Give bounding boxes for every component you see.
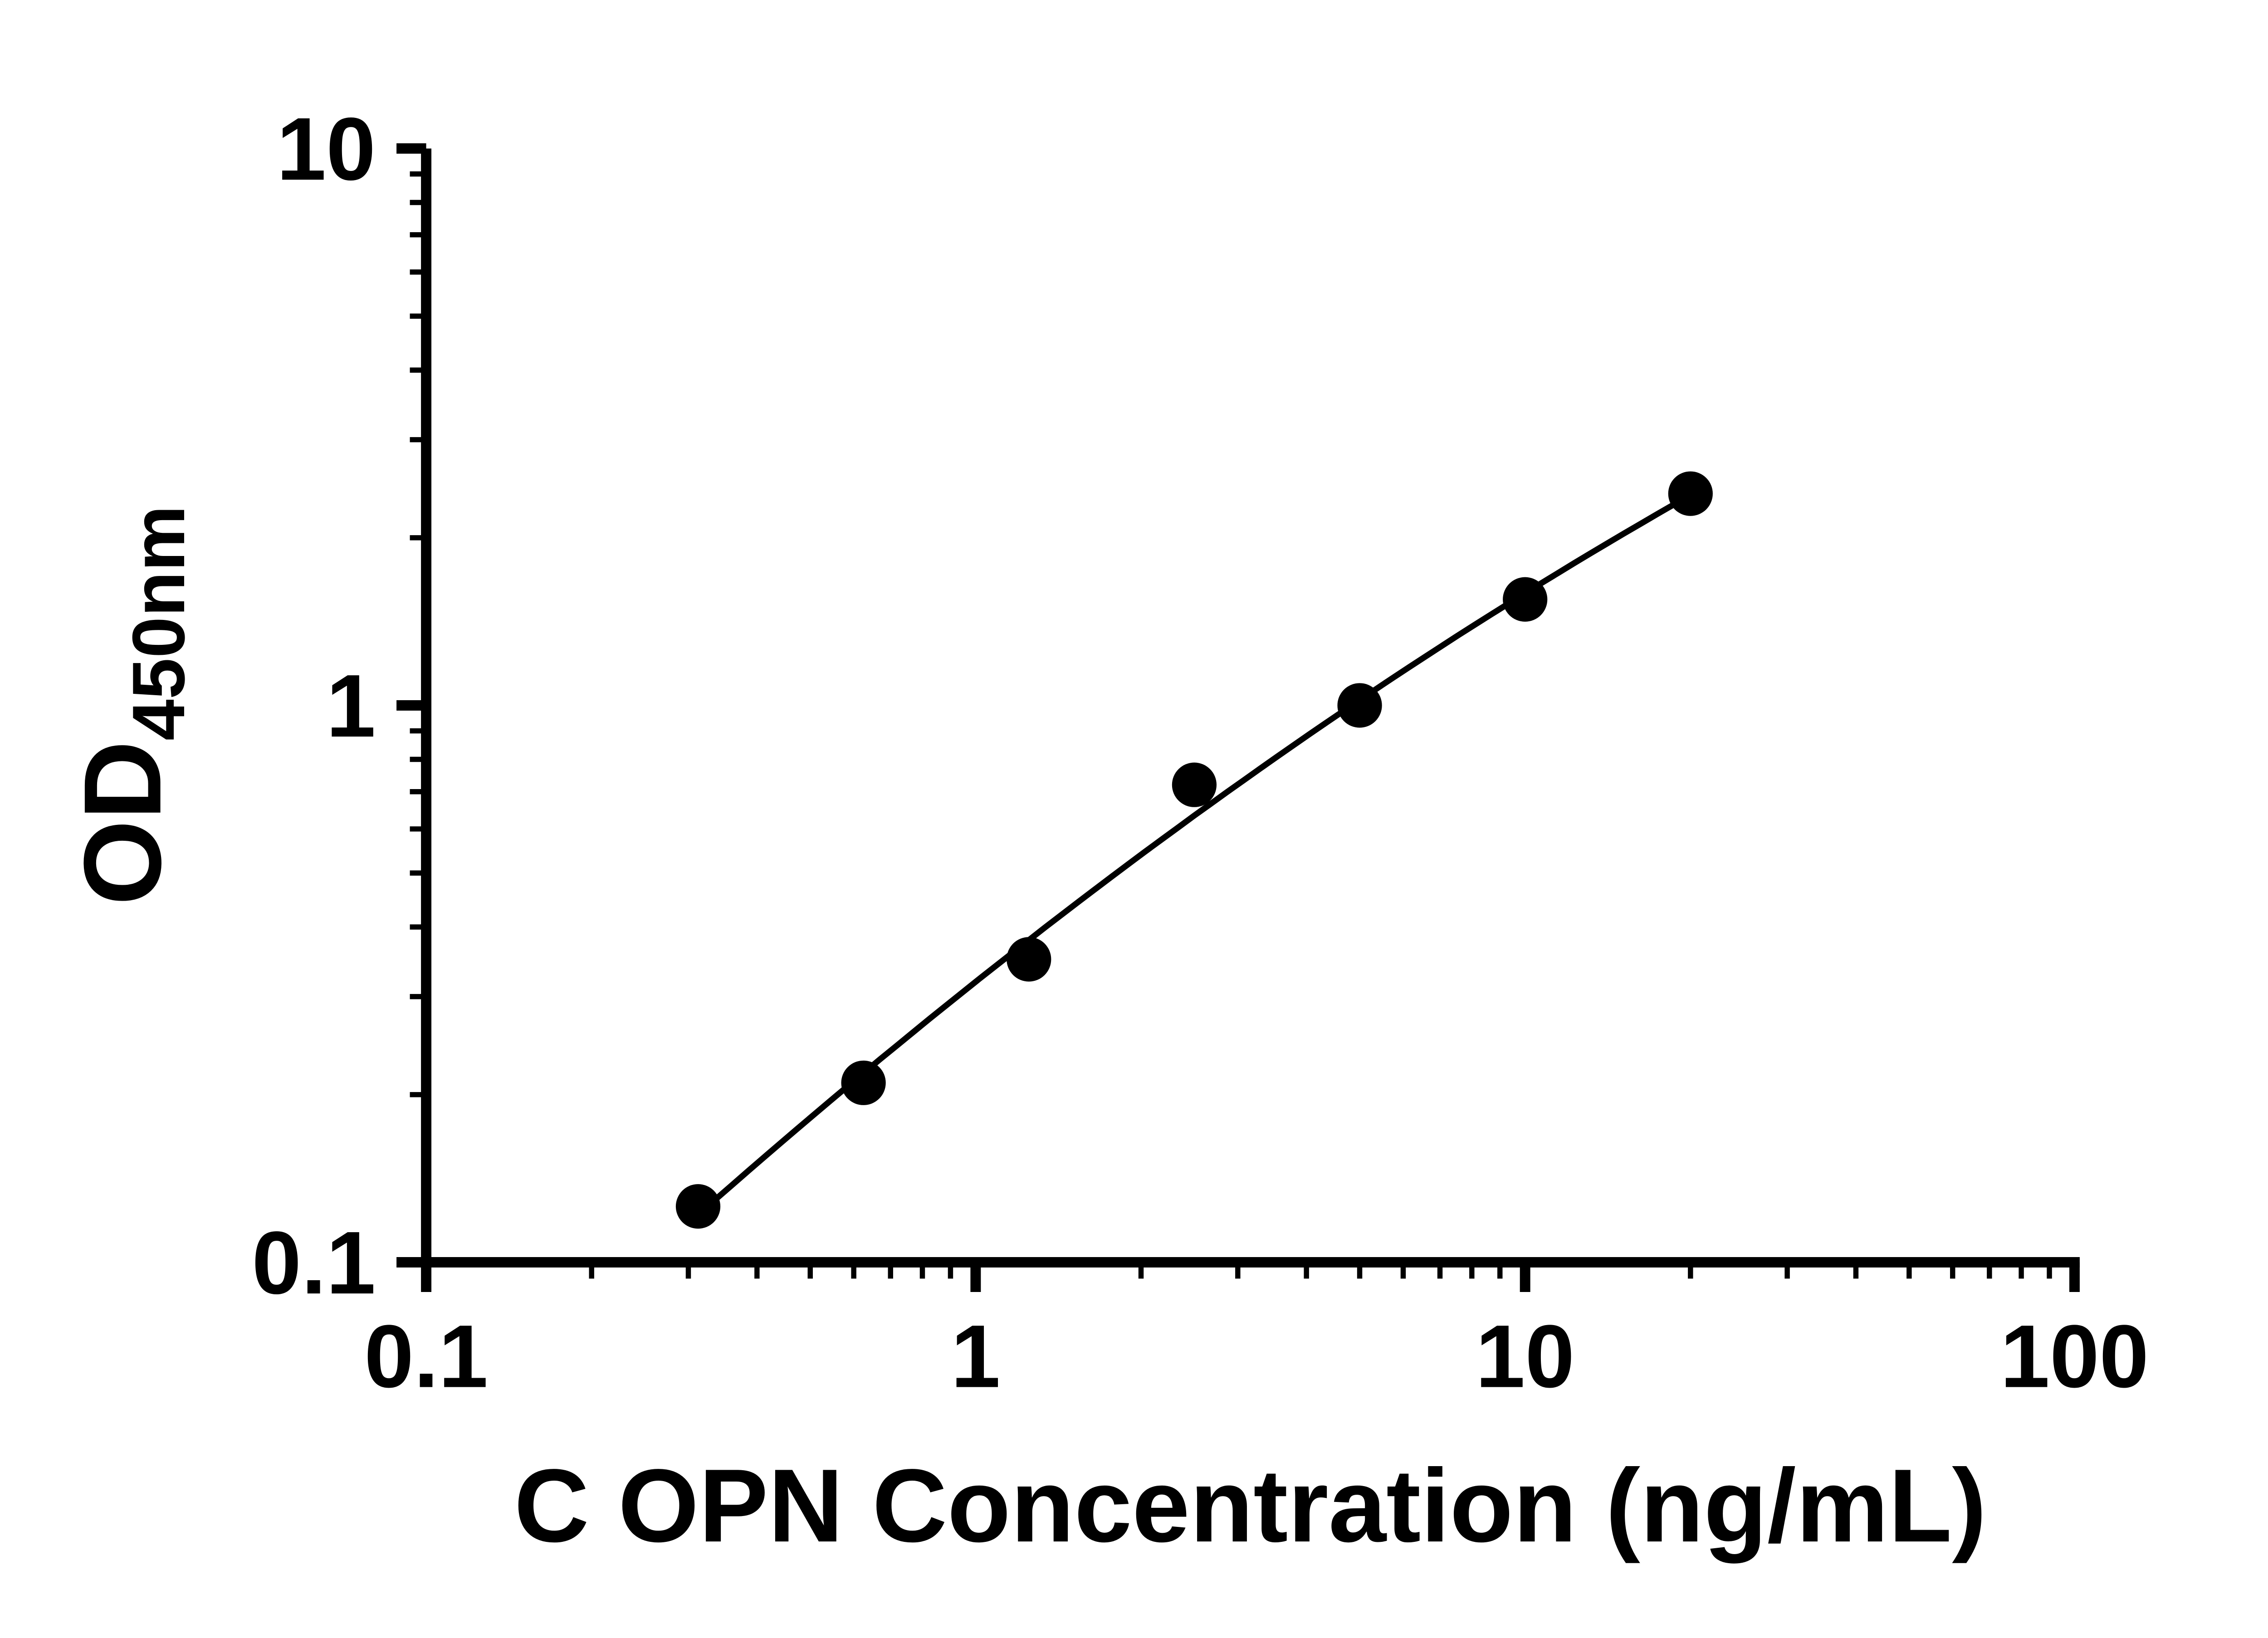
- x-axis-title: C OPN Concentration (ng/mL): [514, 1448, 1986, 1564]
- axes: [421, 148, 2080, 1268]
- data-point-marker: [841, 1060, 886, 1105]
- data-points: [675, 471, 1713, 1229]
- data-point-marker: [1503, 577, 1548, 622]
- data-point-marker: [1007, 937, 1051, 982]
- y-axis-title: OD450nm: [62, 505, 200, 905]
- y-tick-label: 1: [326, 656, 376, 756]
- data-point-marker: [675, 1184, 721, 1229]
- data-point-marker: [1668, 471, 1713, 516]
- x-axis-ticks: 0.1 1 10 100: [364, 1262, 2149, 1406]
- data-point-marker: [1337, 683, 1382, 728]
- y-axis-ticks: 0.1 1 10: [252, 99, 426, 1312]
- y-axis-title-main: OD: [62, 741, 184, 905]
- y-tick-label: 10: [277, 99, 376, 199]
- data-point-marker: [1172, 762, 1217, 807]
- y-tick-label: 0.1: [252, 1213, 376, 1312]
- x-tick-label: 10: [1476, 1306, 1574, 1406]
- y-axis-title-sub: 450nm: [117, 505, 200, 741]
- x-tick-label: 100: [2000, 1306, 2149, 1406]
- x-tick-label: 0.1: [364, 1306, 488, 1406]
- x-tick-label: 1: [951, 1306, 1000, 1406]
